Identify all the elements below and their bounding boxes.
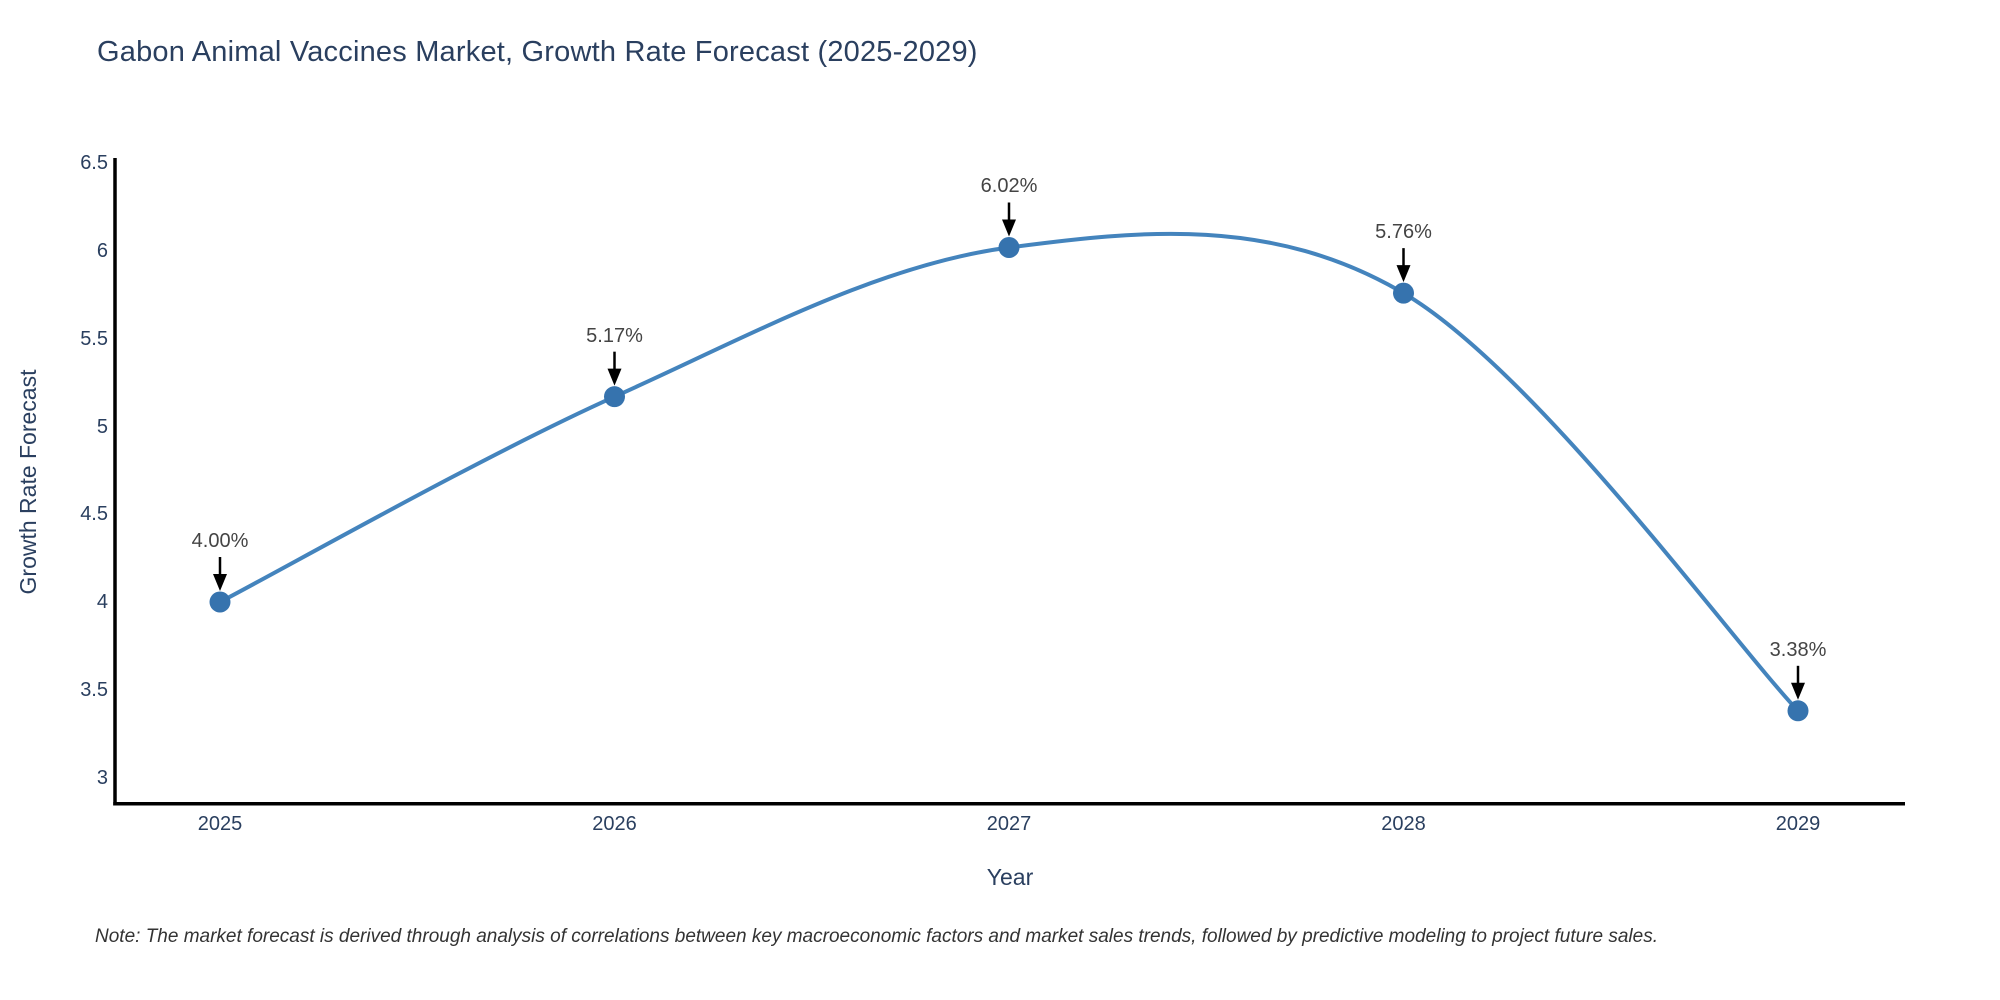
annotation-arrowhead-2025 xyxy=(213,574,227,591)
chart-title: Gabon Animal Vaccines Market, Growth Rat… xyxy=(97,36,978,68)
data-point-marker-2027 xyxy=(998,236,1020,258)
y-axis-title: Growth Rate Forecast xyxy=(15,369,41,595)
x-tick-label-2029: 2029 xyxy=(1775,813,1821,835)
y-tick-label-6.5: 6.5 xyxy=(80,152,108,175)
annotation-arrowhead-2029 xyxy=(1791,682,1805,700)
annotation-arrowhead-2027 xyxy=(1002,219,1016,237)
x-tick-label-2027: 2027 xyxy=(986,813,1032,835)
annotation-arrowhead-2026 xyxy=(607,368,622,386)
data-point-marker-2026 xyxy=(604,386,625,408)
y-tick-label-3.5: 3.5 xyxy=(80,678,108,701)
x-axis-title: Year xyxy=(986,864,1034,890)
x-tick-label-2025: 2025 xyxy=(197,813,243,835)
y-tick-label-6: 6 xyxy=(96,240,108,262)
annotation-arrowhead-2028 xyxy=(1396,265,1411,283)
y-tick-label-3: 3 xyxy=(96,766,108,789)
data-point-marker-2028 xyxy=(1393,282,1414,304)
data-point-marker-2029 xyxy=(1787,700,1809,722)
point-annotation-2025: 4.00% xyxy=(191,530,249,552)
point-annotation-2027: 6.02% xyxy=(980,175,1038,198)
data-point-marker-2025 xyxy=(209,591,231,613)
point-annotation-2026: 5.17% xyxy=(586,324,643,347)
point-annotation-2028: 5.76% xyxy=(1375,221,1432,244)
x-tick-label-2028: 2028 xyxy=(1381,813,1426,835)
point-annotation-2029: 3.38% xyxy=(1769,638,1827,661)
forecast-line xyxy=(218,231,1800,713)
chart-footnote: Note: The market forecast is derived thr… xyxy=(95,926,1658,947)
x-tick-label-2026: 2026 xyxy=(592,813,637,835)
